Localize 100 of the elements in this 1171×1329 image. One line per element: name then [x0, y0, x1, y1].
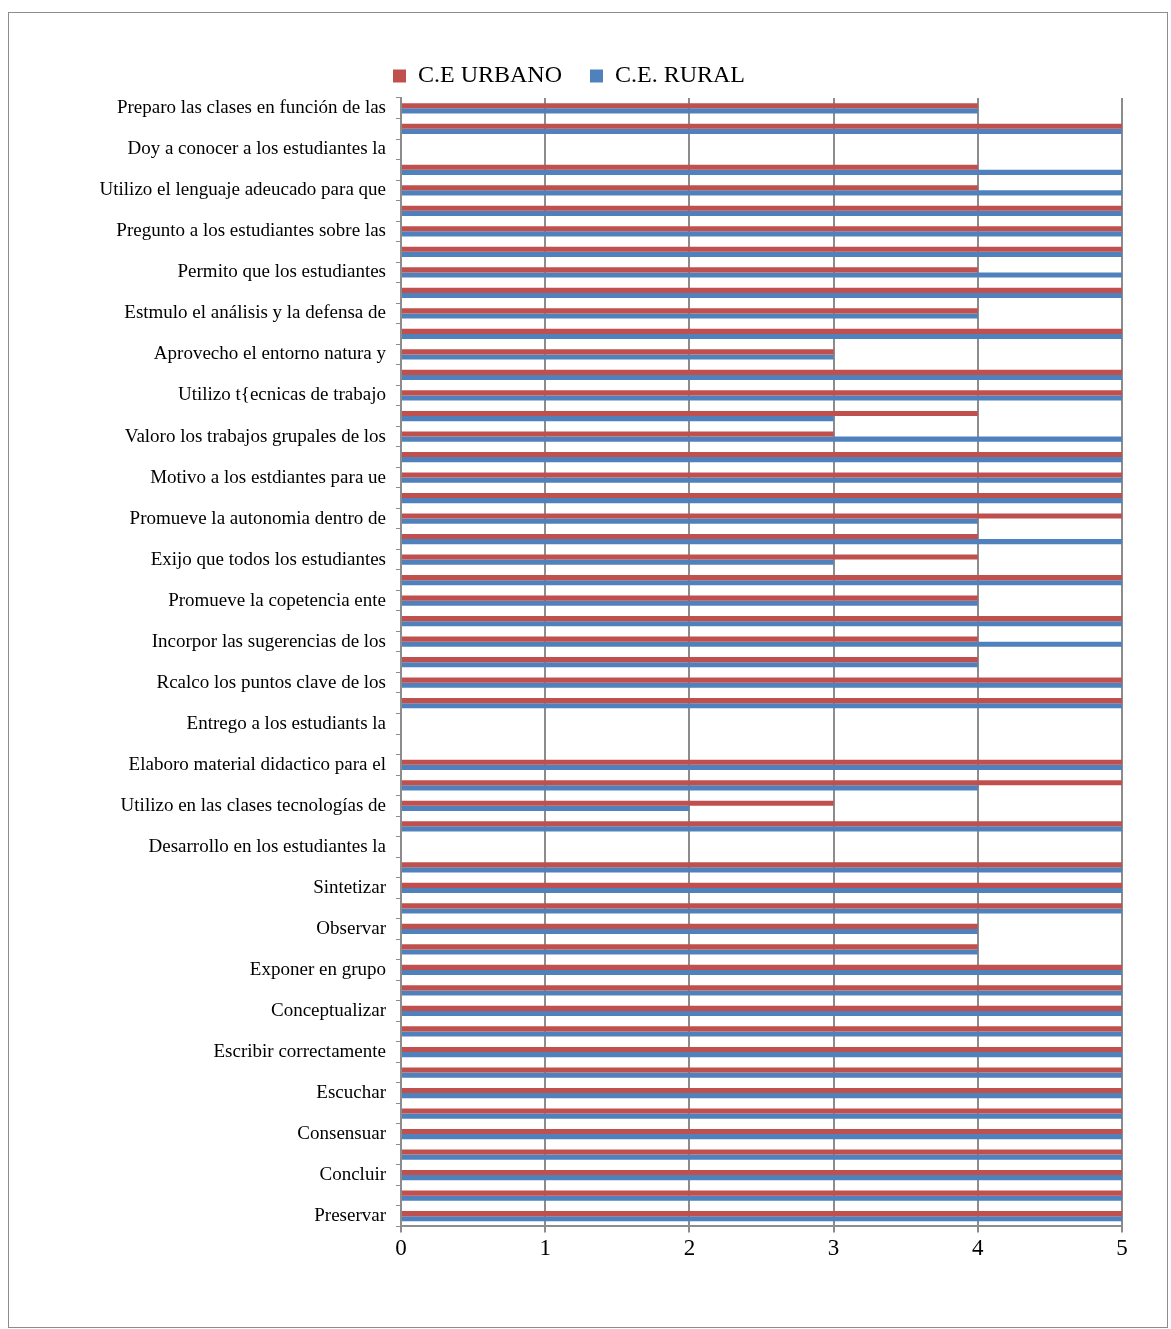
bar [402, 867, 1122, 873]
bar [402, 251, 1122, 257]
bar [402, 805, 690, 811]
x-tick-label: 4 [972, 1235, 985, 1261]
bar [402, 395, 1122, 401]
bar [402, 554, 978, 560]
bar [402, 641, 1122, 647]
bar [402, 1087, 1122, 1094]
bar [402, 308, 978, 314]
y-tick-label: Estmulo el análisis y la defensa de [124, 301, 386, 323]
y-tick-label: Observar [316, 916, 387, 938]
bar [402, 103, 978, 109]
bar [402, 1216, 1122, 1222]
legend-label: C.E. RURAL [615, 61, 746, 88]
bar [402, 328, 1122, 334]
bar [402, 410, 978, 416]
bar [402, 164, 978, 170]
y-tick-label: Motivo a los estdiantes para ue [150, 465, 386, 487]
bar [402, 533, 978, 540]
bar [402, 969, 1122, 976]
bar [402, 826, 1122, 832]
bar [402, 1072, 1122, 1078]
x-tick-label: 0 [395, 1235, 407, 1261]
bar [402, 964, 1122, 970]
y-tick-label: Preparo las clases en función de las [116, 96, 386, 118]
y-tick-label: Exponer en grupo [249, 957, 386, 979]
bar [402, 1190, 1122, 1196]
bar [402, 677, 1122, 683]
bar [402, 431, 834, 437]
bar [402, 1154, 1122, 1160]
bar [402, 472, 1122, 478]
bar [402, 657, 978, 663]
bar [402, 451, 1122, 458]
bar [402, 246, 1122, 252]
bar [402, 1093, 1122, 1099]
y-tick-label: Escuchar [316, 1081, 387, 1103]
bar [402, 123, 1122, 129]
bar [402, 492, 1122, 499]
bar [402, 518, 978, 524]
bar [402, 887, 1122, 894]
bar [402, 333, 1122, 340]
bar [402, 682, 1122, 688]
bar [402, 621, 1122, 627]
bar [402, 185, 978, 191]
bar [402, 226, 1122, 232]
bar [402, 764, 1122, 770]
bar [402, 1005, 1122, 1011]
bar [402, 349, 834, 355]
y-tick-label: Exijo que todos los estudiantes [150, 547, 386, 569]
y-tick-label: Utilizo t{ecnicas de trabajo [177, 383, 386, 405]
bar [402, 985, 1122, 991]
x-tick-label: 2 [683, 1235, 696, 1261]
bar [402, 272, 1122, 278]
y-tick-label: Entrego a los estudiants la [186, 711, 387, 733]
bar [402, 354, 834, 360]
bar [402, 616, 1122, 622]
bar [402, 457, 1122, 463]
y-tick-label: Promueve la copetencia ente [168, 588, 386, 610]
bar [402, 949, 978, 955]
bar [402, 108, 978, 114]
y-tick-label: Preservar [314, 1204, 387, 1226]
bar [402, 575, 1122, 581]
bar [402, 1108, 1122, 1114]
bar [402, 539, 1122, 545]
y-tick-label: Pregunto a los estudiantes sobre las [116, 219, 386, 241]
bar [402, 1052, 1122, 1058]
y-tick-label: Escribir correctamente [213, 1040, 386, 1061]
y-tick-label: Concluir [319, 1163, 387, 1185]
bar [402, 1134, 1122, 1140]
bar [402, 1128, 1122, 1135]
y-tick-label: Aprovecho el entorno natura y [153, 342, 387, 364]
y-tick-label: Utilizo el lenguaje adeucado para que [99, 178, 386, 200]
bar [402, 210, 1122, 216]
bar [402, 800, 834, 806]
bar [402, 580, 1122, 586]
bar [402, 369, 1122, 375]
y-tick-label: Incorpor las sugerencias de los [151, 629, 386, 651]
bar [402, 374, 1122, 381]
bar [402, 436, 1122, 442]
bar [402, 1067, 1122, 1073]
y-tick-label: Doy a conocer a los estudiantes la [127, 137, 387, 159]
y-tick-label: Promueve la autonomia dentro de [129, 506, 386, 528]
bar [402, 595, 978, 601]
bar [402, 390, 1122, 396]
y-tick-label: Permito que los estudiantes [177, 260, 386, 282]
bar [402, 190, 1122, 196]
bar [402, 785, 978, 791]
bar [402, 1169, 1122, 1176]
bar [402, 1195, 1122, 1201]
bar [402, 862, 1122, 868]
bar [402, 231, 1122, 237]
bar [402, 1026, 1122, 1032]
bar [402, 1149, 1122, 1155]
bar [402, 944, 978, 950]
bar [402, 205, 1122, 211]
x-tick-label: 5 [1116, 1235, 1128, 1261]
bar [402, 477, 1122, 483]
bar [402, 287, 1122, 293]
bar [402, 698, 1122, 704]
bar [402, 990, 1122, 996]
